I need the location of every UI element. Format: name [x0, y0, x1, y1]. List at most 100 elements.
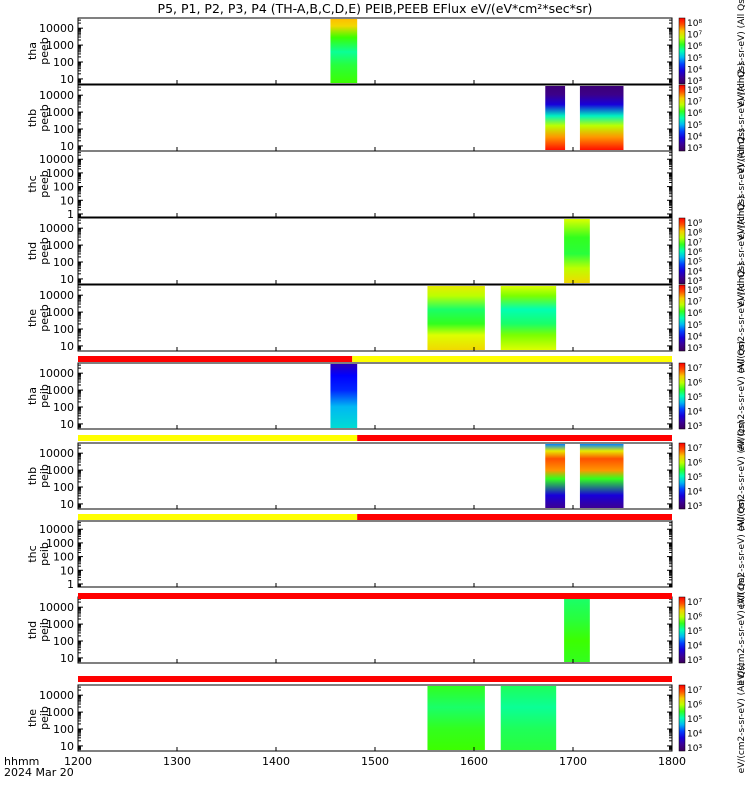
panel-ylabel-line: thd: [26, 242, 39, 260]
spectrogram-block: [545, 444, 566, 508]
colorbar-scale: [678, 284, 686, 352]
spectrogram-block: [564, 598, 590, 662]
y-tick-label: 10: [60, 194, 74, 207]
panel-ylabel-line: thc: [26, 175, 39, 192]
colorbar-scale: [678, 17, 686, 85]
colorbar-tick-label: 10³: [687, 277, 702, 287]
panel-ylabel: thepeeb: [26, 304, 51, 332]
y-tick-label: 1000: [46, 464, 74, 477]
mode-bar: [78, 356, 672, 362]
panel-ylabel-line: the: [26, 709, 39, 727]
panel-ylabel: thcpeeb: [26, 170, 51, 198]
y-tick-label: 10000: [39, 689, 74, 702]
y-tick-label: 1000: [46, 384, 74, 397]
mode-bar: [78, 514, 672, 520]
colorbar-tick-label: 10⁴: [687, 642, 702, 652]
y-tick-label: 1000: [46, 39, 74, 52]
colorbar-title: eV/(cm2-s-sr-eV) (All Qs): [737, 499, 747, 610]
colorbar: 10⁷ 10⁶ 10⁵ 10⁴ 10³ eV/(cm2-s-sr-eV) (All Qs): [678, 575, 747, 686]
mode-bar-segment: [78, 676, 672, 682]
colorbar-tick-label: 10⁴: [687, 408, 702, 418]
panel-ylabel-line: the: [26, 309, 39, 327]
colorbar-tick-label: 10³: [687, 144, 702, 154]
x-tick-label: 1700: [559, 755, 587, 768]
y-tick-label: 100: [53, 323, 74, 336]
panel-ylabel: thbpeeb: [26, 104, 51, 132]
y-tick-label: 10000: [39, 289, 74, 302]
spectrogram-block: [500, 686, 557, 750]
colorbar-tick-label: 10⁵: [687, 715, 702, 725]
panel-ylabel: thcpeib: [26, 542, 51, 566]
y-tick-label: 1: [67, 208, 74, 221]
colorbar-tick-label: 10⁴: [687, 65, 702, 75]
colorbar: eV/(cm2-s-sr-eV) (All Qs): [737, 129, 747, 240]
y-tick-label: 1000: [46, 239, 74, 252]
colorbar: 10⁷ 10⁶ 10⁵ 10⁴ 10³ eV/(cm2-s-sr-eV) (All Qs): [678, 341, 747, 451]
colorbar-title: eV/(cm2-s-sr-eV) (All Qs): [737, 575, 747, 686]
y-tick-label: 1000: [46, 706, 74, 719]
panel-frame: [77, 362, 673, 430]
colorbar-tick-label: 10⁸: [687, 286, 702, 296]
colorbar-tick-label: 10³: [687, 77, 702, 87]
colorbar-tick-label: 10⁷: [687, 238, 702, 248]
panel-ylabel: thepeib: [26, 706, 51, 730]
colorbar-tick-label: 10⁶: [687, 42, 702, 52]
colorbar-tick-label: 10⁷: [687, 298, 702, 308]
mode-bar: [78, 593, 672, 599]
colorbar-tick-label: 10⁴: [687, 488, 702, 498]
spectrogram-block: [427, 686, 485, 750]
colorbar-tick-label: 10⁵: [687, 321, 702, 331]
time-axis-label: hhmm: [4, 755, 39, 768]
colorbar-tick-label: 10⁸: [687, 86, 702, 96]
y-tick-label: 10000: [39, 89, 74, 102]
colorbar-scale: [678, 362, 686, 430]
x-tick-label: 1600: [460, 755, 488, 768]
panel-ylabel-line: thb: [26, 109, 39, 127]
colorbar-tick-label: 10³: [687, 502, 702, 512]
colorbar: 10⁷ 10⁶ 10⁵ 10⁴ 10³ eV/(cm2-s-sr-eV) (All Qs): [678, 421, 747, 531]
colorbar-tick-label: 10⁷: [687, 686, 702, 696]
colorbar-scale: [678, 596, 686, 664]
colorbar-scale: [678, 442, 686, 510]
panel-ylabel-line: thd: [26, 621, 39, 639]
y-tick-label: 10000: [39, 447, 74, 460]
colorbar-tick-label: 10⁹: [687, 219, 702, 229]
colorbar-tick-label: 10⁶: [687, 701, 702, 711]
panel-ylabel-line: peeb: [38, 104, 51, 132]
y-tick-label: 100: [53, 181, 74, 194]
panel-ylabel-line: peeb: [38, 304, 51, 332]
panel-ylabel-line: peeb: [38, 237, 51, 265]
colorbar-tick-label: 10⁷: [687, 444, 702, 454]
panel-frame: [77, 150, 673, 218]
colorbar-tick-label: 10⁵: [687, 393, 702, 403]
colorbar-tick-label: 10⁷: [687, 598, 702, 608]
colorbar: 10⁷ 10⁶ 10⁵ 10⁴ 10³ eV/(cm2-s-sr-eV) (All Qs): [678, 663, 747, 773]
y-tick-label: 10: [60, 140, 74, 153]
panel-ylabel-line: peib: [38, 542, 51, 566]
panel-frame: [77, 284, 673, 352]
mode-bar-segment: [357, 435, 672, 441]
spectrogram-block: [330, 364, 358, 428]
mode-bar-segment: [78, 435, 358, 441]
colorbar-tick-label: 10³: [687, 744, 702, 754]
panel-thd-peeb: 10100100010000thdpeeb10⁹10⁸10⁷10⁶10⁵10⁴1…: [26, 196, 747, 307]
panel-ylabel-line: peeb: [38, 170, 51, 198]
x-tick-label: 1400: [262, 755, 290, 768]
colorbar-tick-label: 10⁷: [687, 98, 702, 108]
spectrogram-block: [564, 219, 590, 283]
colorbar-tick-label: 10⁵: [687, 54, 702, 64]
panel-ylabel-line: peib: [38, 706, 51, 730]
y-tick-label: 10000: [39, 601, 74, 614]
y-tick-label: 10000: [39, 22, 74, 35]
panel-ylabel: thdpeeb: [26, 237, 51, 265]
y-tick-label: 10: [60, 418, 74, 431]
